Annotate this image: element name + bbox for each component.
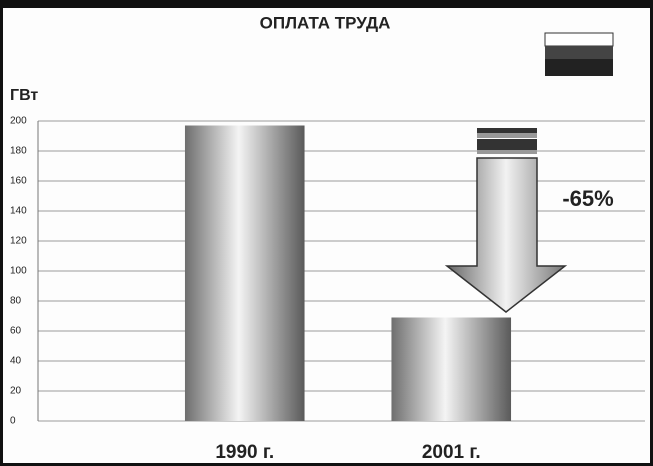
y-tick-label: 20 [10,386,22,397]
y-tick-label: 80 [10,296,22,307]
top-band [0,0,653,8]
bar [391,317,512,421]
y-axis-label: ГВт [10,87,38,104]
y-tick-label: 200 [10,116,27,127]
x-tick-label: 1990 г. [215,442,274,463]
arrow-shape [444,157,568,313]
x-tick-label: 2001 г. [422,442,481,463]
y-tick-label: 0 [10,416,16,427]
y-tick-label: 40 [10,356,22,367]
arrow-stripe [477,128,537,133]
y-tick-label: 140 [10,206,27,217]
y-tick-label: 180 [10,146,27,157]
arrow-stripe [477,133,537,138]
annotation: -65% [562,186,613,211]
bar [184,125,305,421]
flag-icon [544,32,614,76]
decline-arrow [444,128,568,313]
y-tick-label: 100 [10,266,27,277]
arrow-stripe [477,150,537,154]
y-tick-label: 120 [10,236,27,247]
y-tick-label: 60 [10,326,22,337]
arrow-stripe [477,139,537,150]
chart-title: ОПЛАТА ТРУДА [260,13,391,32]
y-tick-label: 160 [10,176,27,187]
